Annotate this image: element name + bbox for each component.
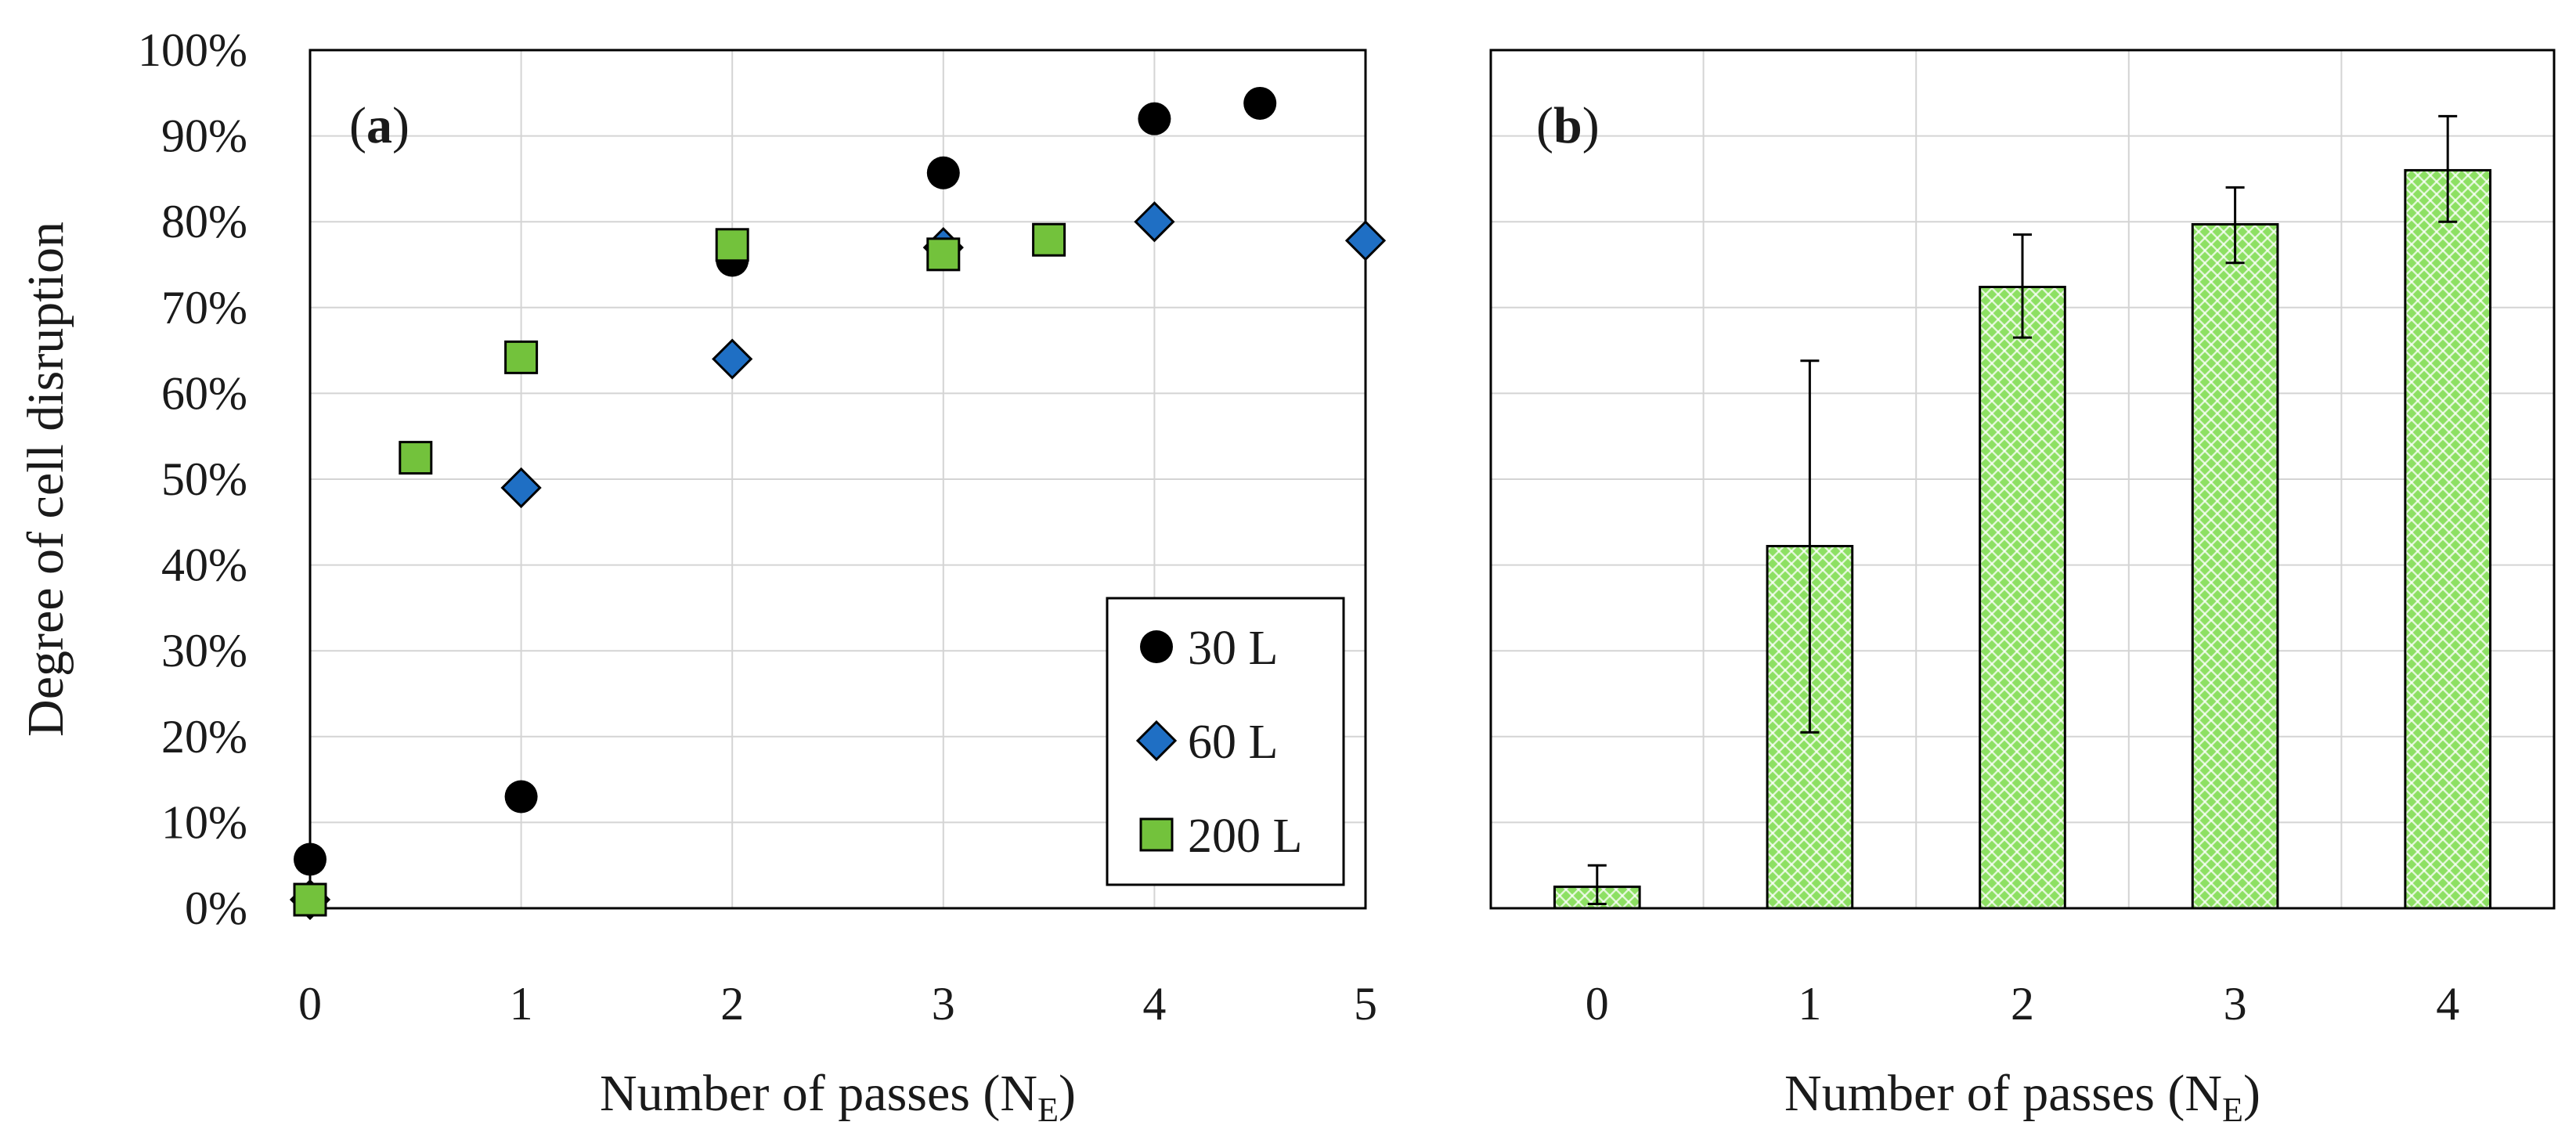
panel-a-legend: 30 L 60 L 200 L: [1106, 597, 1345, 886]
data-point-30l: [1243, 86, 1277, 120]
bar-passes-4: [2404, 168, 2492, 910]
panel-a-y-tick-label: 20%: [161, 711, 247, 763]
data-point-60l: [712, 338, 753, 380]
panel-a-data-points: [289, 86, 1387, 921]
legend-marker-200l: [1139, 817, 1174, 852]
data-point-200l: [504, 340, 539, 374]
panel-a-y-tick-label: 60%: [161, 367, 247, 419]
panel-a: 0% 10% 20% 30% 40% 50% 60% 70% 80% 90% 100% 0 1 2 3 4 5…: [17, 24, 1387, 1129]
legend-marker-60l: [1135, 720, 1178, 762]
error-bar-passes-3: [2225, 186, 2245, 265]
data-point-200l: [1032, 222, 1066, 257]
panel-a-y-tick-label: 10%: [161, 796, 247, 848]
panel-a-y-tick-label: 30%: [161, 625, 247, 676]
panel-a-y-tick-label: 80%: [161, 196, 247, 247]
panel-b-x-tick-label: 0: [1586, 978, 1609, 1030]
panel-a-y-tick-label: 70%: [161, 282, 247, 334]
panel-b-x-tick-label: 2: [2011, 978, 2034, 1030]
error-bar-passes-4: [2438, 114, 2458, 223]
panel-b-x-tick-labels: 0 1 2 3 4: [1586, 978, 2459, 1030]
panel-a-y-tick-labels: 0% 10% 20% 30% 40% 50% 60% 70% 80% 90% 100%: [138, 24, 247, 934]
legend-label-60l: 60 L: [1188, 716, 1278, 769]
panel-a-x-axis-label: Number of passes (NE): [600, 1065, 1076, 1129]
error-bar-passes-1: [1800, 359, 1820, 734]
data-point-200l: [715, 228, 749, 262]
data-point-60l: [500, 467, 542, 509]
data-point-30l: [926, 156, 960, 189]
panel-a-x-tick-label: 0: [298, 978, 322, 1030]
panel-b-label: (b): [1536, 97, 1600, 154]
panel-a-x-tick-label: 3: [932, 978, 955, 1030]
panel-a-y-tick-label: 40%: [161, 539, 247, 591]
panel-b-x-axis-label: Number of passes (NE): [1784, 1065, 2260, 1129]
panel-b-error-bars: [1587, 114, 2458, 906]
panel-a-y-tick-label: 100%: [138, 24, 247, 76]
panel-b-x-tick-label: 4: [2436, 978, 2459, 1030]
legend-label-30l: 30 L: [1188, 622, 1278, 675]
data-point-60l: [1134, 201, 1175, 243]
panel-a-y-tick-label: 50%: [161, 453, 247, 505]
panel-a-y-axis-label: Degree of cell disruption: [17, 222, 74, 737]
data-point-30l: [504, 780, 538, 814]
panel-a-x-tick-label: 4: [1142, 978, 1166, 1030]
panel-a-x-tick-labels: 0 1 2 3 4 5: [298, 978, 1377, 1030]
bar-passes-3: [2191, 222, 2279, 910]
panel-b-x-tick-label: 3: [2224, 978, 2247, 1030]
panel-a-x-tick-label: 1: [510, 978, 533, 1030]
panel-a-plot-area: [308, 49, 1367, 910]
panel-a-y-tick-label: 90%: [161, 110, 247, 162]
panel-b: 0 1 2 3 4 (b) Number of passes (NE): [1489, 49, 2556, 1129]
data-point-200l: [926, 237, 961, 272]
error-bar-passes-2: [2013, 233, 2032, 339]
data-point-200l: [293, 882, 327, 917]
panel-a-label: (a): [349, 97, 409, 154]
data-point-60l: [1344, 220, 1387, 262]
data-point-30l: [294, 842, 327, 876]
panel-b-x-tick-label: 1: [1798, 978, 1821, 1030]
panel-a-y-tick-label: 0%: [185, 882, 247, 934]
bar-passes-2: [1979, 285, 2066, 910]
panel-a-x-tick-label: 2: [720, 978, 744, 1030]
data-point-30l: [1138, 102, 1171, 135]
panel-a-x-tick-label: 5: [1354, 978, 1377, 1030]
legend-marker-30l: [1140, 630, 1173, 663]
legend-label-200l: 200 L: [1188, 810, 1302, 863]
series-200l: [293, 222, 1066, 917]
error-bar-passes-0: [1587, 864, 1607, 906]
panel-b-plot-area: [1489, 49, 2556, 910]
data-point-200l: [399, 441, 433, 475]
